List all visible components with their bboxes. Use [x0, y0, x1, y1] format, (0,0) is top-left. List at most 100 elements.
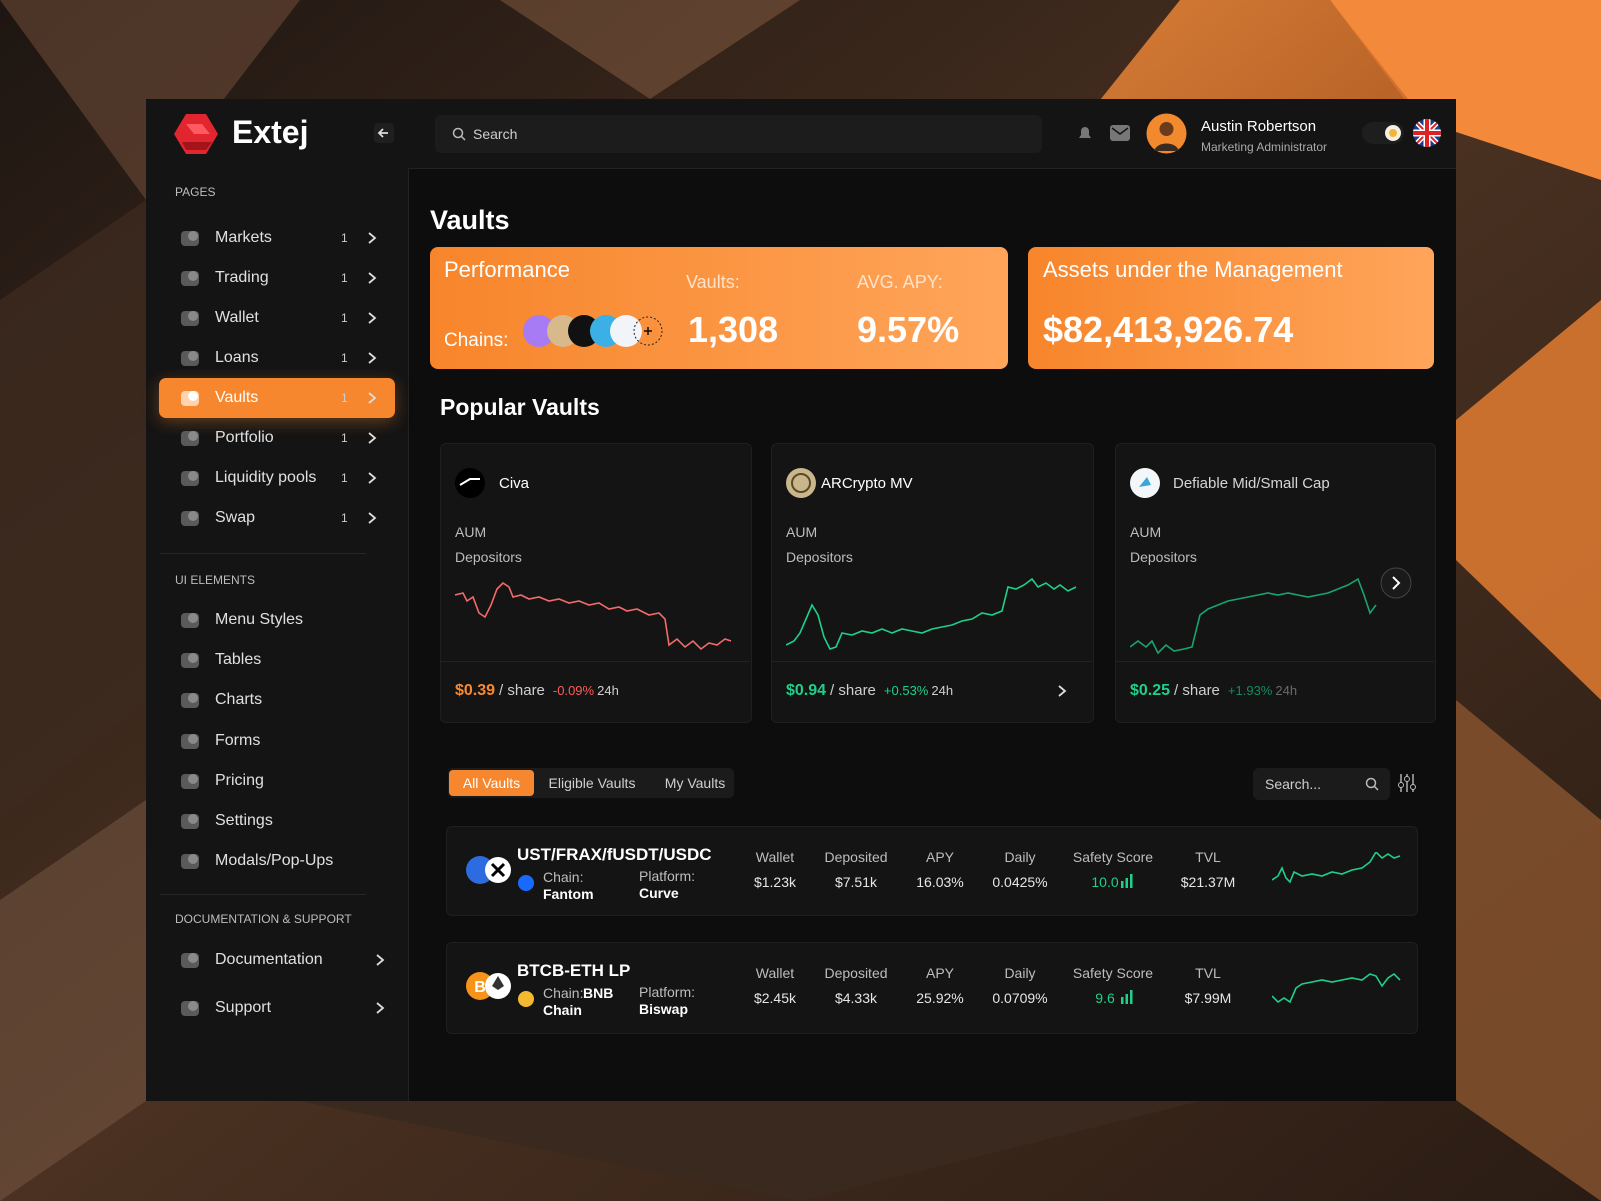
- menu-icon: [181, 391, 199, 406]
- vault-row[interactable]: [446, 826, 1418, 916]
- vault-row[interactable]: [446, 942, 1418, 1034]
- menu-item[interactable]: Loans: [215, 349, 259, 366]
- column-label: APY: [925, 849, 954, 865]
- search-placeholder: Search: [473, 126, 518, 142]
- vault-logo: [1130, 468, 1160, 498]
- menu-item[interactable]: Support: [215, 999, 272, 1016]
- card-per-share: / share: [499, 682, 545, 699]
- menu-icon-part: [188, 854, 198, 865]
- vault-logo-part: [786, 468, 816, 498]
- vault-token-icons: B: [466, 972, 511, 1000]
- performance-title: Performance: [444, 257, 570, 282]
- menu-icon: [181, 471, 199, 486]
- menu-item[interactable]: Charts: [215, 691, 263, 709]
- language-flag[interactable]: [1413, 119, 1441, 147]
- sparkline: [786, 577, 1077, 650]
- menu-item[interactable]: Portfolio: [215, 429, 274, 446]
- menu-item[interactable]: Settings: [215, 812, 273, 829]
- card-per-share: / share: [1174, 682, 1220, 699]
- tab[interactable]: All Vaults: [449, 770, 534, 796]
- menu-item[interactable]: Tables: [215, 651, 262, 669]
- menu-icon-part: [188, 733, 198, 744]
- chevron[interactable]: [366, 471, 378, 485]
- chain-icon: [518, 875, 534, 891]
- menu-item[interactable]: Trading: [215, 269, 269, 286]
- menu-icon-part: [188, 1001, 198, 1011]
- menu-item[interactable]: Wallet: [215, 309, 259, 326]
- collapse-button[interactable]: [374, 123, 394, 143]
- column-value: 0.0425%: [992, 874, 1048, 890]
- platform-label: Platform:: [639, 984, 696, 1000]
- menu-item[interactable]: Documentation: [215, 951, 323, 968]
- next-button-part: [1392, 576, 1401, 590]
- chevron[interactable]: [366, 231, 378, 245]
- chevron[interactable]: [366, 391, 378, 405]
- menu-icon-part: [188, 231, 198, 241]
- score-bars-part: [1121, 997, 1124, 1004]
- vault-name: BTCB-ETH LP: [517, 961, 631, 980]
- column-label: Deposited: [824, 965, 888, 981]
- aum-label: AUM: [455, 524, 487, 540]
- column-value: $1.23k: [753, 874, 797, 890]
- menu-item[interactable]: Menu Styles: [215, 611, 304, 628]
- menu-icon: [181, 613, 199, 628]
- chevron[interactable]: [374, 953, 386, 967]
- chevron[interactable]: [366, 431, 378, 445]
- menu-icon: [181, 431, 199, 446]
- chevron[interactable]: [366, 311, 378, 325]
- chain-icon-part: [518, 875, 534, 891]
- tab[interactable]: Eligible Vaults: [548, 775, 636, 791]
- aum-label: AUM: [786, 524, 818, 540]
- card-footer: $0.25/ share +1.93% 24h: [1130, 683, 1297, 699]
- sparkline-part: [455, 581, 732, 651]
- chevron[interactable]: [1056, 684, 1068, 698]
- column-value: $21.37M: [1180, 874, 1236, 890]
- chain-label: Chain:: [543, 985, 584, 1001]
- menu-item[interactable]: Vaults: [215, 389, 259, 406]
- card-divider: [440, 661, 750, 662]
- chain-label: Chain:: [543, 869, 584, 885]
- vault-card[interactable]: [440, 443, 752, 723]
- next-button[interactable]: [1380, 567, 1412, 599]
- theme-toggle[interactable]: [1362, 122, 1404, 144]
- column-label: Daily: [1004, 849, 1036, 865]
- bell-icon[interactable]: [1075, 123, 1095, 143]
- chevron[interactable]: [366, 511, 378, 525]
- avatar[interactable]: [1146, 113, 1187, 154]
- assets-title: Assets under the Management: [1043, 257, 1343, 282]
- menu-icon-part: [188, 953, 198, 963]
- chevron[interactable]: [366, 351, 378, 365]
- brand: Extej: [232, 114, 309, 150]
- vaults-label: Vaults:: [686, 272, 740, 292]
- menu-icon-part: [188, 773, 198, 784]
- card-period: 24h: [931, 683, 954, 698]
- vault-card-name: ARCrypto MV: [821, 475, 913, 492]
- chevron[interactable]: [366, 271, 378, 285]
- menu-icon-part: [188, 613, 198, 623]
- mail-icon[interactable]: [1110, 125, 1130, 141]
- menu-item[interactable]: Pricing: [215, 771, 264, 789]
- vault-card[interactable]: [771, 443, 1094, 723]
- platform-value: Biswap: [639, 1001, 689, 1017]
- depositors-label: Depositors: [786, 549, 853, 565]
- menu-icon-part: [188, 351, 198, 361]
- menu-item[interactable]: Markets: [215, 229, 272, 246]
- chevron[interactable]: [374, 1001, 386, 1015]
- menu-item[interactable]: Forms: [215, 731, 261, 749]
- menu-item[interactable]: Liquidity pools: [215, 469, 317, 486]
- tab[interactable]: My Vaults: [664, 775, 726, 791]
- menu-item[interactable]: Swap: [215, 509, 256, 526]
- chevron-part: [1058, 685, 1067, 697]
- page-title: Vaults: [430, 205, 510, 235]
- card-footer: $0.94/ share +0.53% 24h: [786, 683, 953, 699]
- vault-token-icons-part: [466, 972, 494, 1000]
- platform-label: Platform:: [639, 868, 696, 884]
- vault-logo-part: [791, 473, 811, 493]
- card-period: 24h: [1275, 683, 1298, 698]
- filter-icon[interactable]: [1397, 773, 1417, 793]
- search-box[interactable]: [435, 115, 1042, 153]
- menu-icon: [181, 814, 199, 829]
- menu-item[interactable]: Modals/Pop-Ups: [215, 852, 334, 870]
- card-price: $0.39: [455, 682, 496, 699]
- sidebar-section-title: UI ELEMENTS: [175, 573, 256, 587]
